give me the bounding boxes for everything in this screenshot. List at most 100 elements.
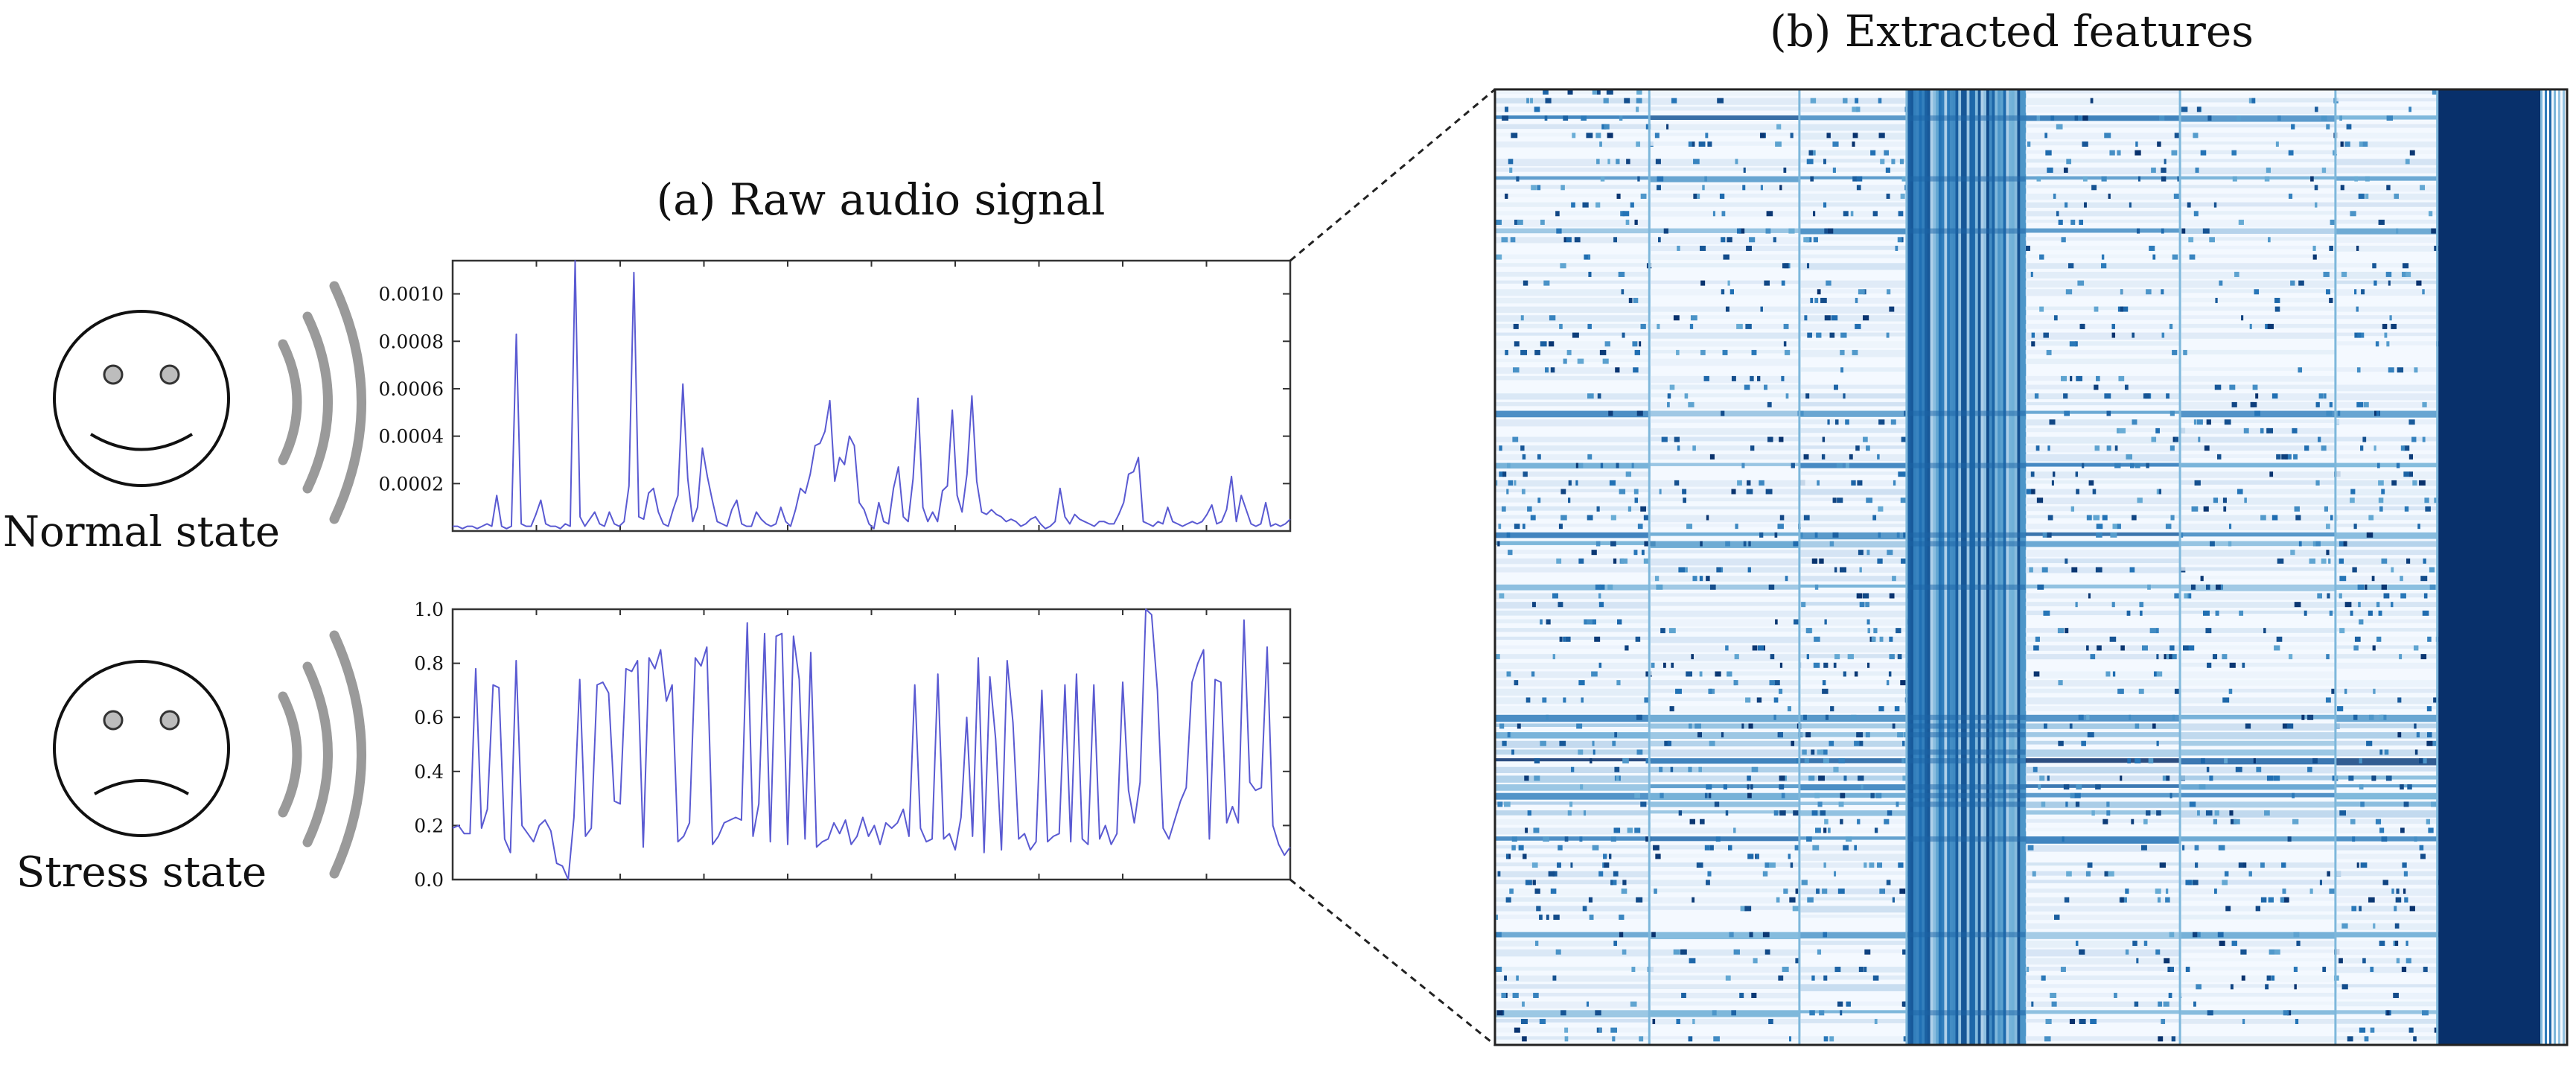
heatmap-cell	[1552, 654, 1556, 660]
heatmap-cell	[2096, 375, 2100, 381]
heatmap-cell	[1595, 133, 1601, 139]
heatmap-cell	[2181, 1036, 2337, 1043]
heatmap-cell	[1584, 254, 1590, 260]
heatmap-cell	[1619, 489, 1626, 495]
heatmap-cell	[2188, 237, 2194, 243]
heatmap-cell	[1878, 419, 1885, 425]
heatmap-cell	[2143, 819, 2148, 824]
heatmap-cell	[1616, 680, 1621, 686]
heatmap-cell	[2199, 784, 2206, 790]
heatmap-cell	[2336, 941, 2439, 947]
heatmap-cell	[2095, 567, 2102, 573]
heatmap-cell	[2080, 323, 2085, 329]
heatmap-cell	[2161, 167, 2167, 173]
heatmap-cell	[1736, 323, 1743, 329]
heatmap-cell	[1546, 915, 1549, 921]
heatmap-cell	[2368, 714, 2374, 720]
heatmap-cell	[1774, 532, 1778, 538]
heatmap-cell	[2025, 550, 2181, 557]
y-tick-label: 0.8	[414, 653, 444, 675]
heatmap-cell	[1725, 306, 1729, 312]
heatmap-cell	[2341, 984, 2348, 990]
heatmap-cell	[1886, 193, 1890, 199]
heatmap-cell	[1892, 723, 1896, 729]
heatmap-cell	[1840, 332, 1847, 338]
heatmap-cell	[1614, 766, 1620, 772]
heatmap-cell	[2336, 688, 2439, 693]
heatmap-cell	[2181, 714, 2337, 719]
heatmap-cell	[1495, 758, 1651, 762]
heatmap-cell	[2146, 463, 2149, 468]
heatmap-cell	[2181, 401, 2337, 410]
heatmap-cell	[1800, 1010, 1908, 1014]
heatmap-cell	[2109, 150, 2115, 156]
heatmap-cell	[1933, 89, 1936, 1045]
heatmap-cell	[2074, 115, 2080, 121]
heatmap-cell	[1640, 323, 1646, 329]
heatmap-cell	[2025, 401, 2181, 406]
heatmap-cell	[1580, 784, 1584, 790]
heatmap-cell	[2325, 697, 2331, 703]
heatmap-cell	[1650, 775, 1801, 782]
heatmap-cell	[2070, 506, 2075, 512]
heatmap-cell	[2138, 688, 2144, 694]
heatmap-cell	[2336, 845, 2439, 851]
heatmap-cell	[1901, 558, 1907, 564]
heatmap-cell	[1537, 454, 1541, 460]
heatmap-cell	[2129, 202, 2132, 208]
heatmap-cell	[1650, 445, 1801, 451]
sound-waves-icon	[278, 281, 366, 524]
heatmap-cell	[1677, 245, 1680, 251]
heatmap-cell	[1674, 480, 1680, 486]
heatmap-cell	[2025, 89, 2181, 94]
heatmap-cell	[1827, 228, 1834, 234]
heatmap-cell	[1863, 436, 1868, 442]
heatmap-cell	[1495, 584, 1651, 591]
heatmap-cell	[2336, 871, 2439, 877]
heatmap-cell	[1636, 714, 1642, 720]
heatmap-cell	[2110, 532, 2117, 538]
heatmap-cell	[1777, 524, 1784, 530]
heatmap-cell	[2256, 766, 2262, 772]
heatmap-cell	[2094, 384, 2099, 390]
heatmap-cell	[2082, 115, 2088, 121]
heatmap-cell	[2065, 289, 2073, 295]
heatmap-cell	[2111, 323, 2115, 329]
heatmap-cell	[1800, 784, 1908, 791]
heatmap-cell	[1627, 827, 1633, 833]
heatmap-cell	[1707, 871, 1712, 877]
heatmap-cell	[1852, 176, 1857, 182]
heatmap-cell	[1903, 1001, 1907, 1007]
heatmap-cell	[2131, 819, 2135, 824]
heatmap-cell	[1650, 506, 1801, 509]
heatmap-cell	[1602, 358, 1609, 364]
heatmap-cell	[2025, 740, 2181, 745]
heatmap-cell	[1800, 280, 1908, 288]
heatmap-cell	[2025, 289, 2181, 296]
heatmap-cell	[1864, 967, 1867, 973]
heatmap-cell	[2181, 706, 2337, 713]
heatmap-cell	[1650, 393, 1801, 398]
heatmap-cell	[2181, 628, 2337, 633]
heatmap-cell	[1613, 558, 1617, 564]
heatmap-cell	[2336, 323, 2439, 329]
heatmap-cell	[1807, 897, 1814, 903]
heatmap-cell	[2181, 107, 2188, 112]
heatmap-cell	[1512, 367, 1520, 373]
heatmap-cell	[1800, 1036, 1908, 1043]
heatmap-cell	[2025, 1036, 2181, 1041]
heatmap-cell	[2047, 167, 2053, 173]
heatmap-cell	[2267, 323, 2274, 329]
heatmap-cell	[2545, 89, 2547, 1045]
heatmap-cell	[1779, 688, 1783, 694]
heatmap-cell	[1901, 237, 1904, 243]
heatmap-cell	[2181, 107, 2337, 115]
heatmap-cell	[1615, 367, 1620, 373]
heatmap-cell	[2181, 463, 2337, 468]
heatmap-cell	[2025, 862, 2181, 866]
heatmap-cell	[1974, 89, 1979, 1045]
heatmap-cell	[1779, 515, 1785, 521]
heatmap-cell	[2065, 558, 2068, 564]
heatmap-cell	[2077, 280, 2085, 286]
heatmap-cell	[2070, 219, 2076, 225]
